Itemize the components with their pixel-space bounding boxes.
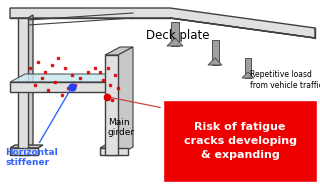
Polygon shape: [105, 47, 133, 55]
Polygon shape: [28, 15, 33, 155]
Polygon shape: [100, 148, 128, 155]
Polygon shape: [10, 8, 315, 38]
Polygon shape: [208, 58, 222, 65]
Polygon shape: [100, 145, 133, 148]
Bar: [163, 100, 317, 182]
Polygon shape: [105, 55, 118, 155]
Polygon shape: [242, 72, 254, 78]
Polygon shape: [10, 145, 43, 148]
Polygon shape: [10, 148, 38, 155]
Polygon shape: [245, 58, 251, 78]
Text: Main
girder: Main girder: [108, 118, 135, 137]
Polygon shape: [212, 40, 219, 65]
Polygon shape: [167, 38, 183, 46]
Text: Repetitive loasd
from vehicle traffic: Repetitive loasd from vehicle traffic: [250, 70, 320, 90]
Text: Risk of fatigue
cracks developing
& expanding: Risk of fatigue cracks developing & expa…: [183, 122, 297, 160]
Polygon shape: [118, 47, 133, 155]
Text: Deck plate: Deck plate: [146, 29, 210, 42]
Polygon shape: [10, 82, 115, 92]
Polygon shape: [10, 74, 130, 82]
Text: Horizontal
stiffener: Horizontal stiffener: [5, 148, 58, 167]
Polygon shape: [171, 22, 179, 46]
Polygon shape: [18, 18, 28, 155]
